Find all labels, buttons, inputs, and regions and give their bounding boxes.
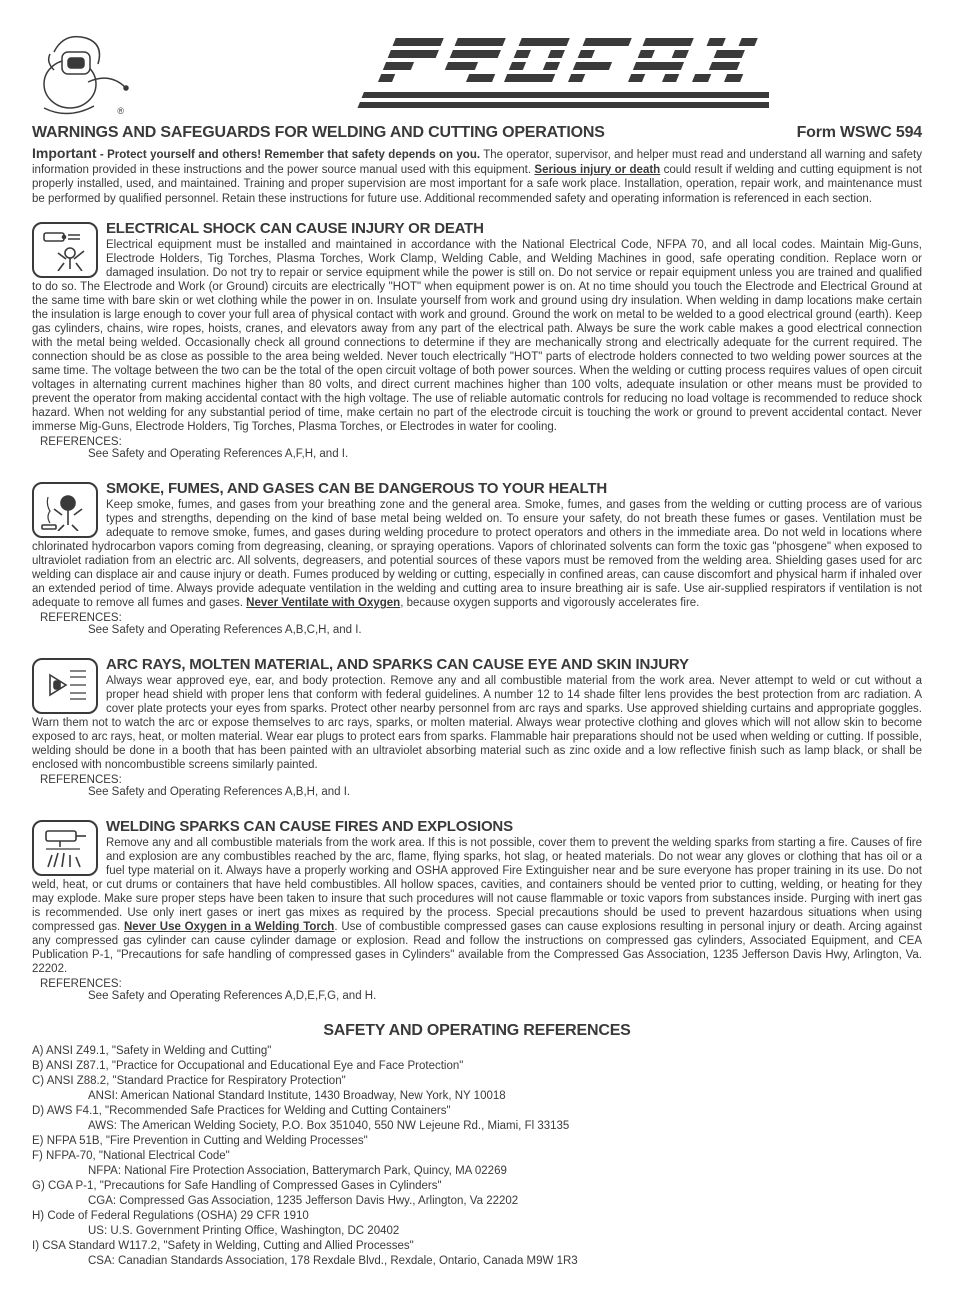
ref-item: E) NFPA 51B, "Fire Prevention in Cutting… bbox=[32, 1134, 922, 1149]
ref-item: B) ANSI Z87.1, "Practice for Occupationa… bbox=[32, 1059, 922, 1074]
form-number: Form WSWC 594 bbox=[797, 124, 922, 142]
ref-item: A) ANSI Z49.1, "Safety in Welding and Cu… bbox=[32, 1044, 922, 1059]
references-label: REFERENCES: bbox=[40, 612, 922, 624]
references-label: REFERENCES: bbox=[40, 774, 922, 786]
references-text: See Safety and Operating References A,D,… bbox=[88, 990, 922, 1002]
section-body-main: Keep smoke, fumes, and gases from your b… bbox=[32, 499, 922, 609]
ref-item: I) CSA Standard W117.2, "Safety in Weldi… bbox=[32, 1239, 922, 1254]
important-ub1: Serious injury or death bbox=[534, 164, 660, 176]
ref-item: F) NFPA-70, "National Electrical Code" bbox=[32, 1149, 922, 1164]
ref-item-indent: AWS: The American Welding Society, P.O. … bbox=[88, 1119, 922, 1134]
ref-item-indent: CGA: Compressed Gas Association, 1235 Je… bbox=[88, 1194, 922, 1209]
ref-item-indent: NFPA: National Fire Protection Associati… bbox=[88, 1164, 922, 1179]
references-text: See Safety and Operating References A,F,… bbox=[88, 448, 922, 460]
section-body: Electrical equipment must be installed a… bbox=[32, 238, 922, 434]
section-ub: Never Use Oxygen in a Welding Torch bbox=[124, 921, 334, 933]
section-body-tail: , because oxygen supports and vigorously… bbox=[400, 597, 699, 609]
title-row: WARNINGS AND SAFEGUARDS FOR WELDING AND … bbox=[32, 124, 922, 142]
main-title: WARNINGS AND SAFEGUARDS FOR WELDING AND … bbox=[32, 124, 605, 142]
section-title: SMOKE, FUMES, AND GASES CAN BE DANGEROUS… bbox=[32, 480, 922, 497]
section-sparks: WELDING SPARKS CAN CAUSE FIRES AND EXPLO… bbox=[32, 818, 922, 1010]
section-body-main: Remove any and all combustible materials… bbox=[32, 837, 922, 933]
important-bold: - Protect yourself and others! Remember … bbox=[97, 149, 480, 161]
important-lead: Important bbox=[32, 145, 97, 161]
references-label: REFERENCES: bbox=[40, 978, 922, 990]
ref-item: C) ANSI Z88.2, "Standard Practice for Re… bbox=[32, 1074, 922, 1089]
ref-item-indent: ANSI: American National Standard Institu… bbox=[88, 1089, 922, 1104]
references-text: See Safety and Operating References A,B,… bbox=[88, 786, 922, 798]
ref-item: H) Code of Federal Regulations (OSHA) 29… bbox=[32, 1209, 922, 1224]
sparks-icon bbox=[32, 820, 98, 876]
section-body: Always wear approved eye, ear, and body … bbox=[32, 674, 922, 772]
shock-icon bbox=[32, 222, 98, 278]
references-label: REFERENCES: bbox=[40, 436, 922, 448]
mascot-illustration: ® bbox=[32, 24, 130, 116]
section-title: ARC RAYS, MOLTEN MATERIAL, AND SPARKS CA… bbox=[32, 656, 922, 673]
safety-references-heading: SAFETY AND OPERATING REFERENCES bbox=[32, 1022, 922, 1040]
section-electrical: ELECTRICAL SHOCK CAN CAUSE INJURY OR DEA… bbox=[32, 220, 922, 468]
section-body: Keep smoke, fumes, and gases from your b… bbox=[32, 498, 922, 610]
registered-mark: ® bbox=[117, 106, 124, 116]
safety-references-list: A) ANSI Z49.1, "Safety in Welding and Cu… bbox=[32, 1044, 922, 1269]
section-arc-rays: ARC RAYS, MOLTEN MATERIAL, AND SPARKS CA… bbox=[32, 656, 922, 806]
ref-item-indent: US: U.S. Government Printing Office, Was… bbox=[88, 1224, 922, 1239]
section-title: WELDING SPARKS CAN CAUSE FIRES AND EXPLO… bbox=[32, 818, 922, 835]
references-text: See Safety and Operating References A,B,… bbox=[88, 624, 922, 636]
fumes-icon bbox=[32, 482, 98, 538]
section-body: Remove any and all combustible materials… bbox=[32, 836, 922, 976]
page: ® bbox=[0, 0, 954, 1309]
brand-logo bbox=[146, 24, 922, 116]
important-paragraph: Important - Protect yourself and others!… bbox=[32, 146, 922, 206]
header: ® bbox=[32, 24, 922, 116]
section-title: ELECTRICAL SHOCK CAN CAUSE INJURY OR DEA… bbox=[32, 220, 922, 237]
arc-rays-icon bbox=[32, 658, 98, 714]
section-fumes: SMOKE, FUMES, AND GASES CAN BE DANGEROUS… bbox=[32, 480, 922, 644]
ref-item-indent: CSA: Canadian Standards Association, 178… bbox=[88, 1254, 922, 1269]
ref-item: G) CGA P-1, "Precautions for Safe Handli… bbox=[32, 1179, 922, 1194]
ref-item: D) AWS F4.1, "Recommended Safe Practices… bbox=[32, 1104, 922, 1119]
section-ub: Never Ventilate with Oxygen bbox=[246, 597, 400, 609]
